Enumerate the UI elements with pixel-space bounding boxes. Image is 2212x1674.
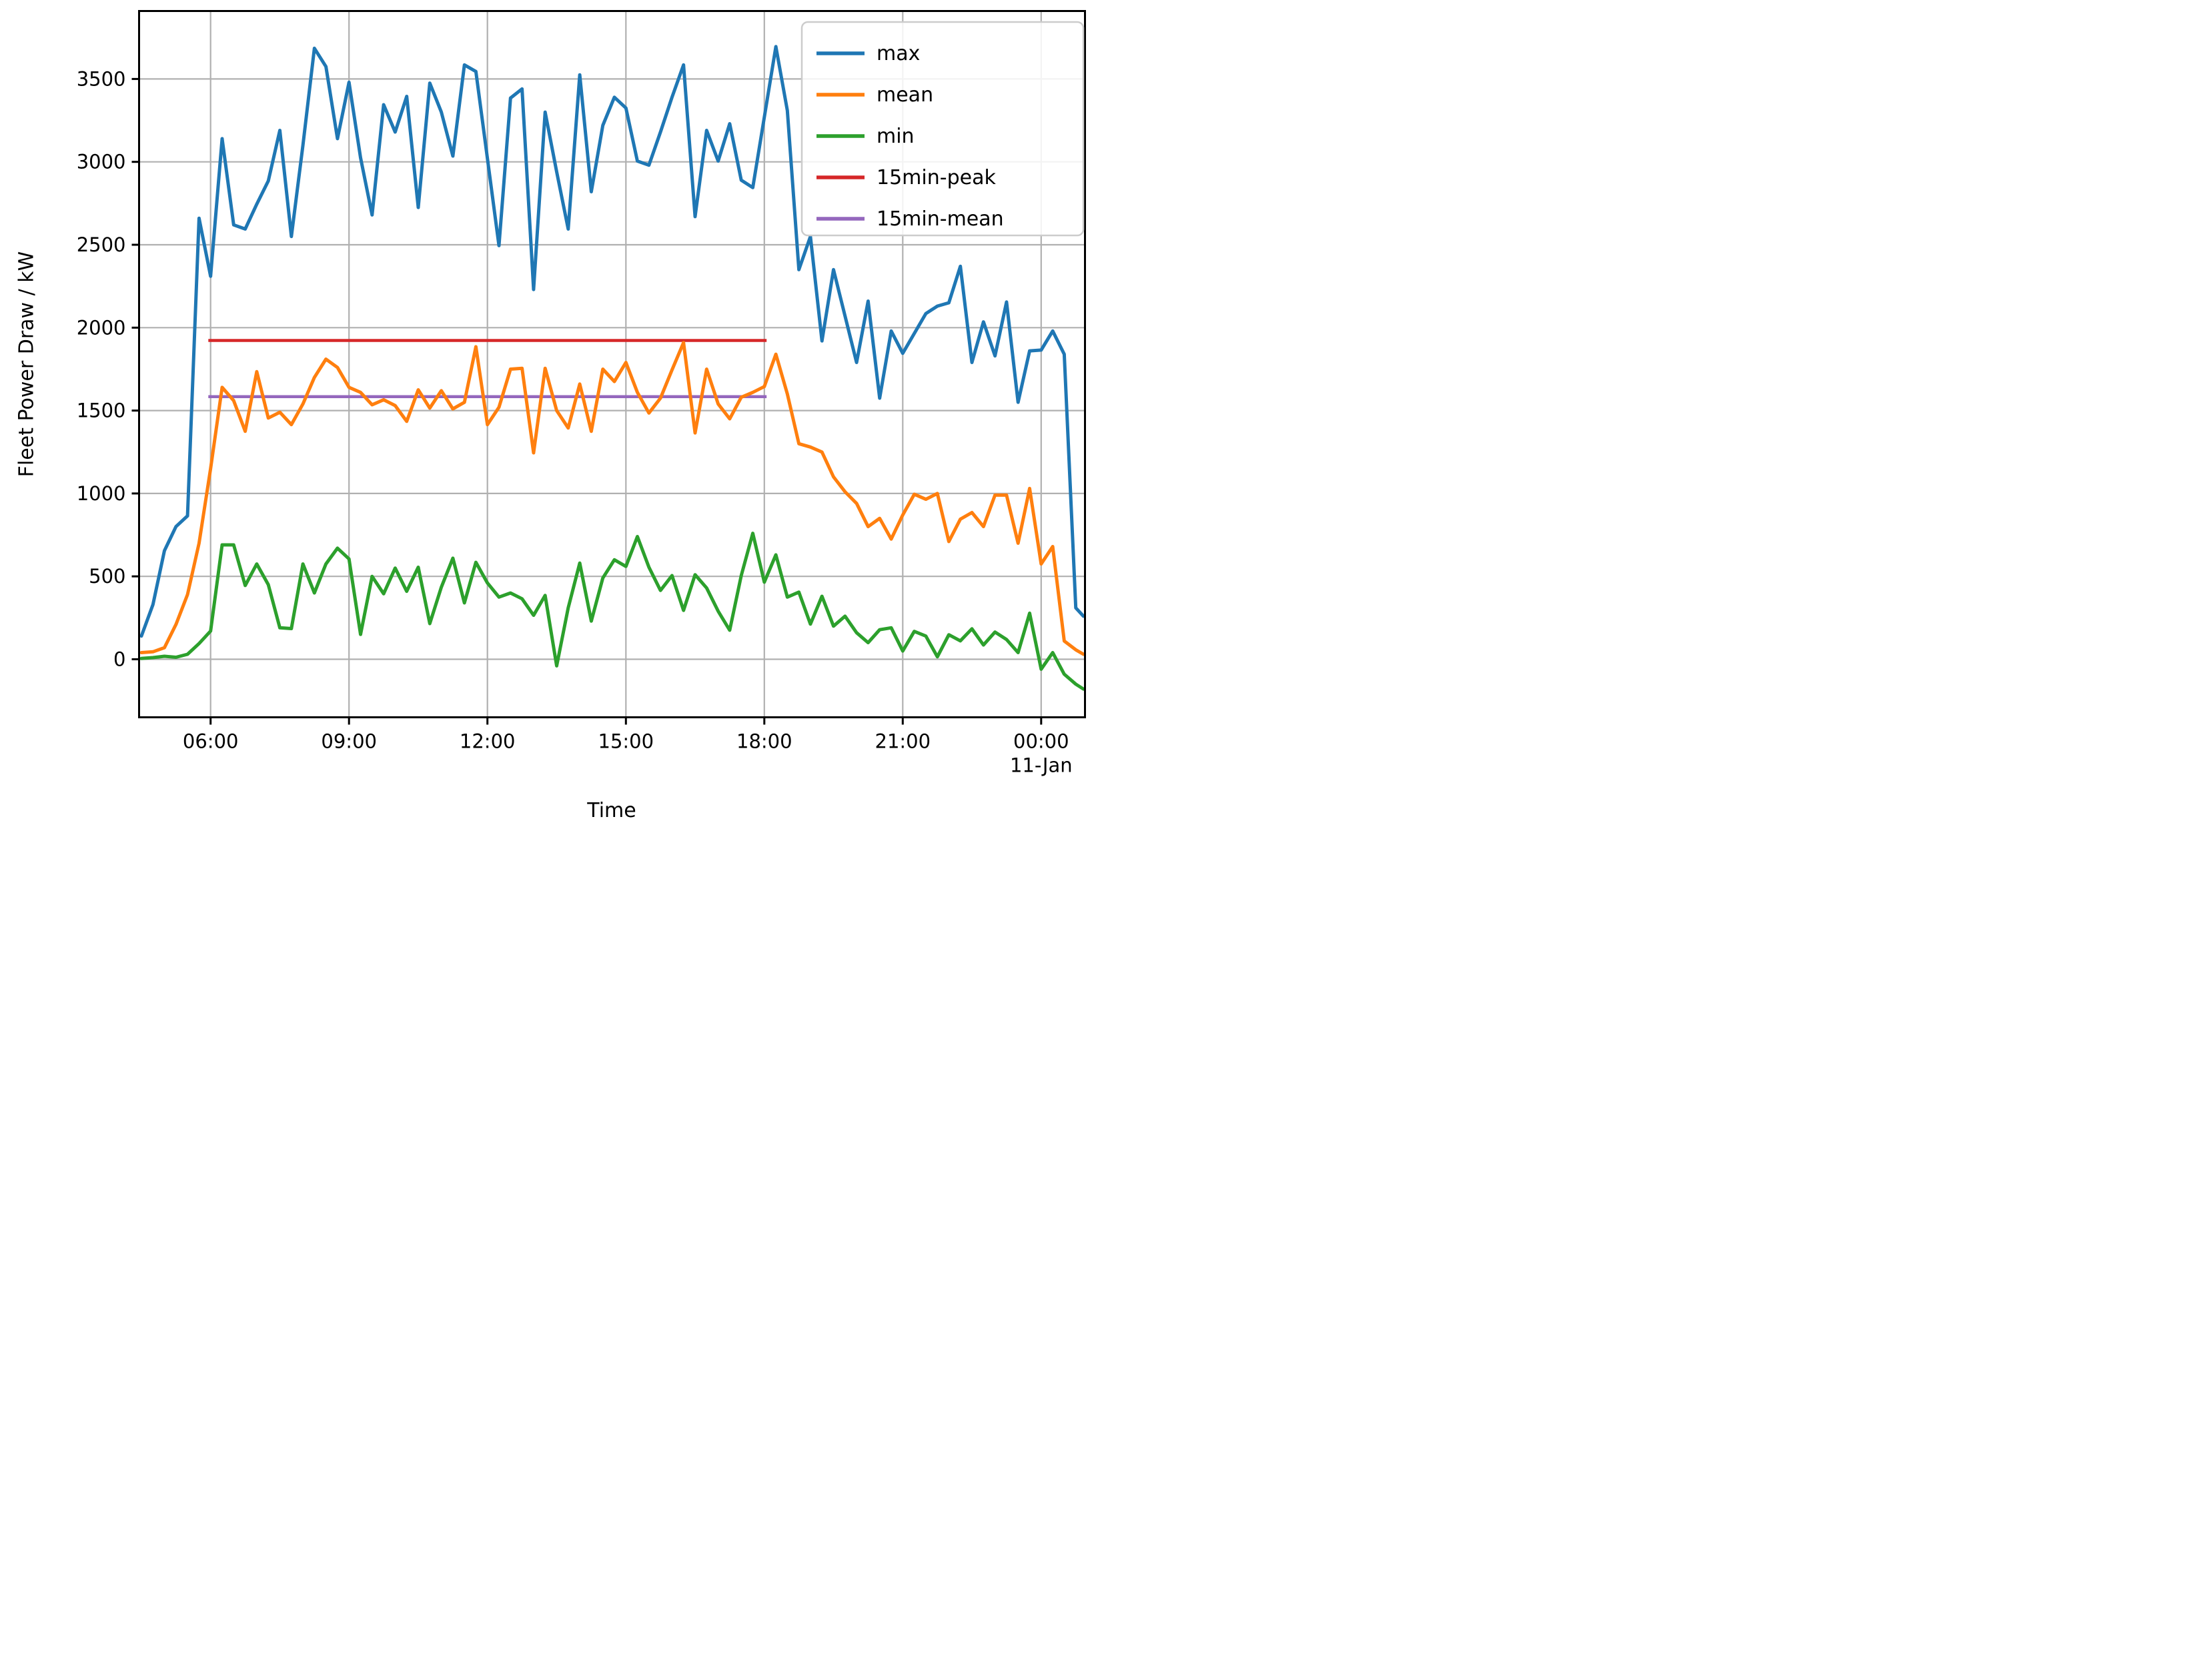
legend-label-15min-peak: 15min-peak [877, 166, 996, 189]
x-tick-label: 21:00 [875, 730, 931, 753]
x-tick-label: 00:00 [1013, 730, 1069, 753]
x-axis-ticks: 06:00 09:00 12:00 15:00 18:00 21:00 00:0011-Ja… [183, 717, 1073, 777]
y-axis-title: Fleet Power Draw / kW [15, 251, 39, 478]
series-line-max [139, 45, 1085, 638]
plot-border [138, 10, 1086, 718]
y-tick-label: 1000 [77, 482, 126, 505]
y-tick-label: 0 [113, 648, 125, 671]
y-tick-label: 3000 [77, 151, 126, 173]
legend-label-15min-mean: 15min-mean [877, 207, 1004, 231]
x-date-label: 11-Jan [1010, 754, 1073, 777]
x-tick-label: 09:00 [321, 730, 377, 753]
legend-label-max: max [877, 42, 920, 65]
legend-label-min: min [877, 125, 915, 148]
y-tick-label: 500 [89, 565, 125, 588]
x-tick-label: 18:00 [736, 730, 792, 753]
x-tick-label: 12:00 [460, 730, 516, 753]
chart-canvas: 0 500 1000 1500 2000 2500 3000 3500 06:00 09:00 12… [77, 10, 1086, 777]
x-tick-label: 15:00 [598, 730, 654, 753]
y-tick-label: 2500 [77, 233, 126, 256]
series-line-min [139, 532, 1085, 691]
x-tick-label: 06:00 [183, 730, 239, 753]
legend: max mean min 15min-peak 15min-mean [800, 21, 1085, 237]
y-tick-label: 3500 [77, 67, 126, 90]
series-line-mean [139, 341, 1085, 656]
legend-label-mean: mean [877, 83, 933, 107]
y-tick-label: 2000 [77, 316, 126, 339]
chart-figure: 0 500 1000 1500 2000 2500 3000 3500 06:00 09:00 12… [0, 0, 1106, 837]
grid-lines [139, 11, 1085, 718]
legend-box [800, 21, 1085, 237]
y-tick-label: 1500 [77, 399, 126, 422]
y-axis-ticks: 0 500 1000 1500 2000 2500 3000 3500 [77, 67, 139, 671]
x-axis-title: Time [587, 799, 636, 822]
